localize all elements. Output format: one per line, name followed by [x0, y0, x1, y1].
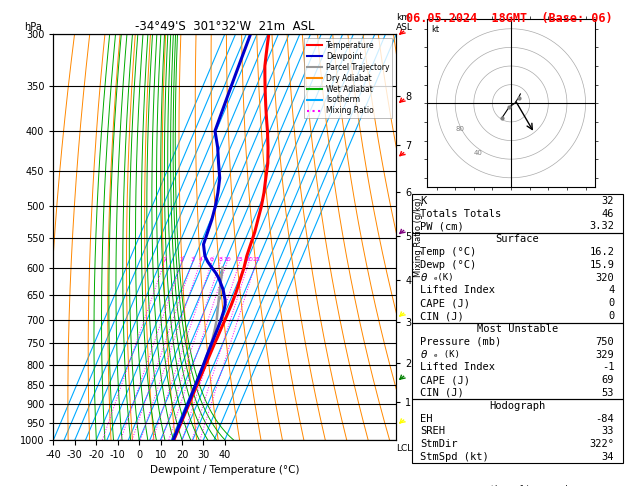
Text: θ: θ	[420, 273, 427, 283]
Text: ₑ(K): ₑ(K)	[433, 273, 455, 282]
Text: 2: 2	[180, 257, 184, 262]
X-axis label: Dewpoint / Temperature (°C): Dewpoint / Temperature (°C)	[150, 465, 299, 475]
Text: 750: 750	[596, 337, 615, 347]
Text: Lifted Index: Lifted Index	[420, 285, 496, 295]
Text: 40: 40	[474, 151, 482, 156]
Text: kt: kt	[431, 25, 439, 34]
Text: hPa: hPa	[25, 22, 42, 32]
Text: 69: 69	[602, 375, 615, 385]
Text: 34: 34	[602, 452, 615, 462]
Text: 10: 10	[223, 257, 231, 262]
Text: Totals Totals: Totals Totals	[420, 208, 502, 219]
Text: 8: 8	[218, 257, 222, 262]
Text: 15: 15	[236, 257, 243, 262]
Text: θ: θ	[420, 349, 427, 360]
Text: -1: -1	[602, 363, 615, 372]
Text: 329: 329	[596, 349, 615, 360]
Text: LCL: LCL	[396, 444, 413, 453]
Text: 3: 3	[191, 257, 194, 262]
Text: 4: 4	[608, 285, 615, 295]
Text: 46: 46	[602, 208, 615, 219]
Text: 53: 53	[602, 388, 615, 398]
Text: ₑ (K): ₑ (K)	[433, 350, 460, 359]
Text: 3.32: 3.32	[589, 222, 615, 231]
Text: © weatheronline.co.uk: © weatheronline.co.uk	[465, 485, 570, 486]
Text: 1: 1	[162, 257, 167, 262]
Text: SREH: SREH	[420, 426, 445, 436]
Text: Most Unstable: Most Unstable	[477, 324, 558, 334]
Text: CAPE (J): CAPE (J)	[420, 375, 470, 385]
Text: 15.9: 15.9	[589, 260, 615, 270]
Text: 25: 25	[252, 257, 260, 262]
Text: Dewp (°C): Dewp (°C)	[420, 260, 477, 270]
Text: 4: 4	[198, 257, 203, 262]
Text: 6: 6	[210, 257, 214, 262]
Bar	[412, 399, 623, 464]
Bar	[412, 233, 623, 323]
Title: -34°49'S  301°32'W  21m  ASL: -34°49'S 301°32'W 21m ASL	[135, 20, 314, 33]
Bar	[412, 323, 623, 399]
Y-axis label: Mixing Ratio (g/kg): Mixing Ratio (g/kg)	[415, 197, 423, 277]
Text: 20: 20	[245, 257, 253, 262]
Text: 33: 33	[602, 426, 615, 436]
Text: Lifted Index: Lifted Index	[420, 363, 496, 372]
Text: 0: 0	[608, 298, 615, 308]
Text: 322°: 322°	[589, 439, 615, 449]
Text: Temp (°C): Temp (°C)	[420, 247, 477, 257]
Text: km
ASL: km ASL	[396, 13, 413, 32]
Text: CIN (J): CIN (J)	[420, 311, 464, 321]
Text: CIN (J): CIN (J)	[420, 388, 464, 398]
Text: 80: 80	[455, 126, 464, 132]
Text: EH: EH	[420, 414, 433, 424]
Text: -84: -84	[596, 414, 615, 424]
Text: 320: 320	[596, 273, 615, 283]
Legend: Temperature, Dewpoint, Parcel Trajectory, Dry Adiabat, Wet Adiabat, Isotherm, Mi: Temperature, Dewpoint, Parcel Trajectory…	[304, 38, 392, 119]
Text: 0: 0	[608, 311, 615, 321]
Text: 06.05.2024  18GMT  (Base: 06): 06.05.2024 18GMT (Base: 06)	[406, 12, 612, 25]
Text: 32: 32	[602, 196, 615, 206]
Text: CAPE (J): CAPE (J)	[420, 298, 470, 308]
Text: K: K	[420, 196, 426, 206]
Text: Hodograph: Hodograph	[489, 401, 545, 411]
Text: StmSpd (kt): StmSpd (kt)	[420, 452, 489, 462]
Text: 16.2: 16.2	[589, 247, 615, 257]
Text: Surface: Surface	[496, 234, 539, 244]
Bar	[412, 194, 623, 233]
Text: PW (cm): PW (cm)	[420, 222, 464, 231]
Text: Pressure (mb): Pressure (mb)	[420, 337, 502, 347]
Text: StmDir: StmDir	[420, 439, 458, 449]
